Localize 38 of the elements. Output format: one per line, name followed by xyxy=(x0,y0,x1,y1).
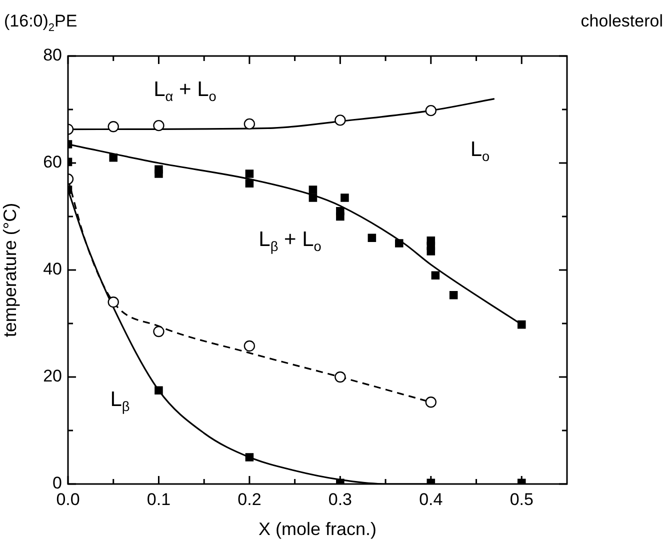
point xyxy=(340,194,349,202)
point xyxy=(334,114,346,126)
point xyxy=(154,170,163,178)
point xyxy=(245,170,254,178)
y-tick-label: 40 xyxy=(43,260,62,279)
point xyxy=(431,271,440,280)
point xyxy=(336,212,344,221)
y-tick-label: 20 xyxy=(43,366,62,386)
point xyxy=(109,154,118,162)
point xyxy=(425,104,437,116)
point xyxy=(426,247,436,256)
point xyxy=(108,296,119,308)
point xyxy=(154,386,163,395)
y-axis-title: temperature (°C) xyxy=(0,202,20,338)
point xyxy=(334,371,346,383)
point xyxy=(153,326,164,338)
point xyxy=(108,121,119,132)
point xyxy=(425,396,437,408)
x-tick-label: 0.2 xyxy=(238,490,262,509)
point xyxy=(244,118,256,130)
point xyxy=(368,234,376,242)
x-tick-label: 0.5 xyxy=(510,490,534,509)
x-axis-title: X (mole fracn.) xyxy=(258,519,377,540)
point xyxy=(518,320,526,329)
text: cholesterol xyxy=(580,12,664,31)
y-tick-label: 80 xyxy=(43,46,62,65)
point xyxy=(395,239,404,248)
x-tick-label: 0.4 xyxy=(419,490,443,509)
point xyxy=(449,291,458,300)
point xyxy=(308,194,318,202)
y-tick-label: 60 xyxy=(43,152,62,172)
x-tick-label: 0.3 xyxy=(328,490,352,509)
point xyxy=(153,120,164,132)
point xyxy=(245,179,254,188)
point xyxy=(244,340,256,352)
point xyxy=(245,453,254,462)
x-tick-label: 0.1 xyxy=(146,490,171,509)
point xyxy=(308,186,318,194)
